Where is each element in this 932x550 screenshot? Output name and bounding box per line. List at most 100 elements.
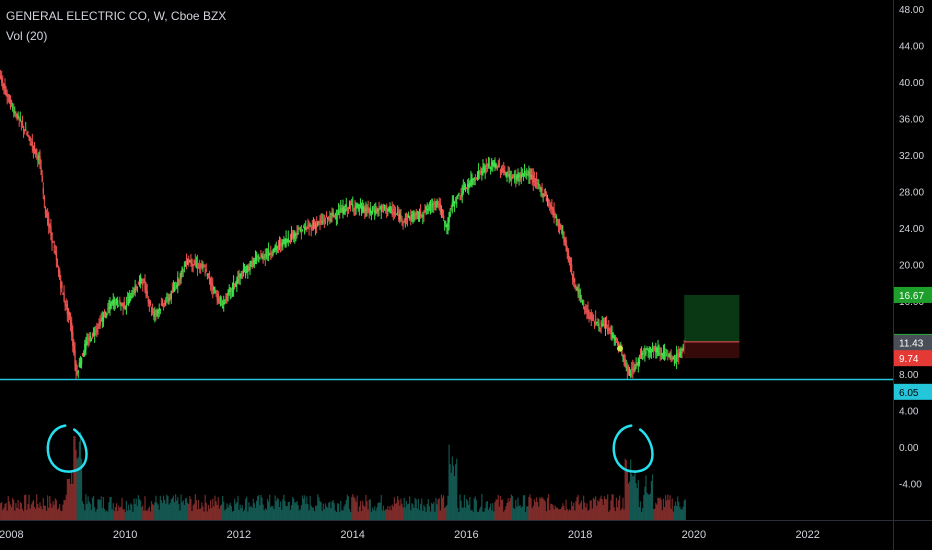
volume-bar: [356, 495, 358, 520]
candle-body: [83, 352, 85, 357]
volume-bar: [331, 501, 333, 520]
volume-bar: [339, 511, 341, 520]
candle-body: [358, 208, 361, 210]
candle-body: [515, 176, 517, 180]
volume-bar: [75, 449, 77, 520]
candle-body: [482, 166, 484, 169]
candle-body: [616, 343, 619, 345]
volume-bar: [282, 499, 284, 520]
candle-body: [442, 215, 445, 219]
volume-bar: [632, 476, 634, 520]
volume-bar: [53, 504, 55, 520]
volume-bar: [122, 509, 124, 520]
candle-body: [229, 288, 232, 293]
candle-body: [448, 212, 450, 223]
candle-body: [623, 354, 625, 361]
candle-body: [315, 223, 317, 229]
volume-bar: [255, 500, 258, 520]
volume-bar: [236, 502, 238, 520]
candle-body: [208, 276, 211, 282]
candle-body: [86, 340, 88, 344]
candle-body: [235, 282, 237, 287]
candle-body: [227, 291, 229, 296]
candle-body: [71, 322, 73, 336]
candle-body: [87, 342, 89, 344]
candle-body: [660, 353, 662, 355]
candle-body: [95, 329, 97, 333]
volume-bar: [183, 504, 185, 520]
candle-body: [120, 304, 122, 306]
volume-bar: [435, 497, 437, 520]
volume-bar: [184, 498, 187, 520]
volume-bar: [2, 509, 4, 520]
volume-bar: [254, 507, 257, 520]
candle-body: [490, 166, 492, 170]
volume-bar: [400, 498, 402, 520]
candle-body: [37, 155, 39, 161]
candle-body: [336, 216, 339, 218]
candle-body: [118, 305, 120, 307]
volume-bar: [136, 505, 138, 520]
candle-body: [666, 355, 668, 357]
volume-bar: [585, 507, 587, 520]
volume-bar: [108, 502, 110, 520]
volume-bar: [465, 498, 468, 520]
volume-bar: [506, 502, 508, 520]
volume-bar: [228, 504, 230, 520]
volume-bar: [393, 497, 395, 520]
volume-bar: [205, 502, 207, 520]
volume-bar: [156, 502, 158, 520]
candle-body: [101, 317, 104, 321]
volume-bar: [50, 503, 52, 520]
candle-body: [506, 174, 508, 177]
volume-bar: [563, 505, 565, 520]
volume-bar: [145, 510, 147, 520]
volume-bar: [369, 499, 371, 520]
candles: [0, 69, 687, 380]
volume-bar: [343, 506, 345, 520]
volume-bar: [37, 503, 39, 520]
candle-body: [272, 252, 274, 255]
volume-bar: [634, 469, 636, 520]
volume-bar: [478, 511, 480, 520]
candle-body: [444, 221, 446, 224]
volume-bar: [207, 504, 210, 520]
candle-body: [261, 254, 263, 260]
candle-body: [123, 301, 125, 308]
candle-body: [426, 209, 428, 211]
volume-bar: [265, 509, 267, 520]
volume-bar: [84, 510, 86, 520]
volume-bar: [421, 498, 423, 520]
candle-body: [179, 277, 181, 279]
volume-bar: [541, 496, 543, 520]
volume-bar: [270, 507, 272, 520]
volume-bar: [179, 510, 181, 520]
volume-legend[interactable]: Vol (20): [6, 29, 48, 43]
y-tick-label: 4.00: [899, 407, 919, 418]
volume-bar: [242, 511, 245, 520]
volume-bar: [674, 501, 677, 520]
volume-bar: [241, 504, 243, 520]
candle-body: [280, 243, 282, 246]
volume-bar: [473, 498, 475, 520]
candle-body: [312, 222, 315, 227]
candle-body: [170, 291, 172, 300]
volume-bar: [377, 503, 379, 520]
candle-body: [129, 295, 131, 303]
symbol-legend[interactable]: GENERAL ELECTRIC CO, W, Cboe BZX: [6, 9, 227, 23]
volume-bar: [554, 505, 556, 520]
volume-bar: [616, 506, 619, 520]
volume-bar: [102, 497, 105, 520]
candle-body: [278, 242, 281, 244]
volume-bar: [621, 508, 623, 520]
volume-bar: [85, 494, 87, 520]
volume-bar: [562, 503, 564, 520]
volume-bar: [31, 502, 33, 520]
candle-body: [630, 373, 632, 376]
marker-dot: [616, 345, 623, 352]
candle-body: [411, 214, 413, 218]
volume-bar: [225, 509, 227, 520]
volume-bar: [494, 501, 496, 520]
candle-body: [625, 366, 627, 368]
